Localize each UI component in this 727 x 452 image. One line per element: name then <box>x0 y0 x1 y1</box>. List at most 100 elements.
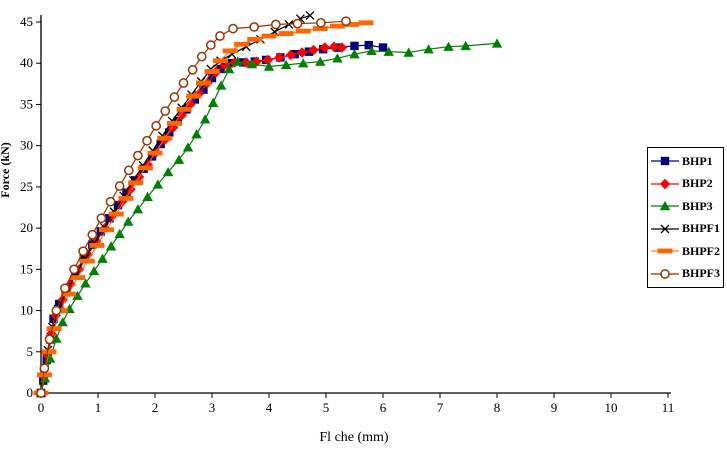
dash-marker <box>247 36 263 42</box>
square-marker <box>364 40 373 50</box>
x-axis-title: Fl che (mm) <box>319 430 389 445</box>
legend-item-BHP3: BHP3 <box>650 195 723 218</box>
dash-marker <box>222 48 238 54</box>
legend-label: BHPF3 <box>682 266 720 281</box>
dash-marker <box>261 33 277 39</box>
circle-open-marker <box>660 268 670 279</box>
dash-marker <box>213 58 229 64</box>
triangle-marker <box>263 61 275 71</box>
triangle-marker <box>366 45 377 56</box>
legend-swatch <box>651 201 679 211</box>
triangle-marker <box>80 278 91 288</box>
dash-marker <box>99 227 115 233</box>
y-tick-label: 30 <box>20 138 33 153</box>
triangle-marker <box>443 41 454 51</box>
legend-swatch <box>651 178 679 189</box>
triangle-marker <box>246 59 258 69</box>
legend-swatch <box>651 248 679 254</box>
legend-item-BHPF2: BHPF2 <box>650 240 723 263</box>
triangle-marker <box>423 44 434 54</box>
circle-open-marker <box>249 22 260 32</box>
square-marker <box>304 47 314 56</box>
dash-marker <box>69 275 85 280</box>
y-tick-label: 10 <box>20 303 33 318</box>
legend-item-BHPF1: BHPF1 <box>650 218 723 241</box>
dash-marker <box>118 196 134 201</box>
y-tick-label: 35 <box>20 96 33 111</box>
circle-open-marker <box>114 181 125 191</box>
triangle-marker <box>173 154 185 164</box>
dash-marker <box>186 93 202 99</box>
square-marker <box>199 85 208 94</box>
x-marker <box>305 10 315 20</box>
circle-open-marker <box>78 246 89 257</box>
dash-marker <box>137 165 153 171</box>
circle-open-marker <box>169 92 180 102</box>
dash-marker <box>295 28 311 34</box>
diamond-marker <box>176 109 187 121</box>
triangle-marker <box>491 38 503 48</box>
dash-marker <box>128 180 144 186</box>
series-line <box>40 20 346 394</box>
triangle-marker <box>215 80 227 90</box>
triangle-marker <box>223 63 235 74</box>
square-marker <box>147 152 157 161</box>
dash-marker <box>147 150 163 156</box>
diamond-marker <box>319 42 331 53</box>
circle-open-marker <box>151 121 161 131</box>
triangle-marker <box>232 56 243 66</box>
legend-swatch <box>651 224 679 234</box>
y-tick-label: 20 <box>20 220 33 235</box>
series-BHP3 <box>35 38 503 398</box>
circle-open-marker <box>215 31 225 41</box>
triangle-marker <box>132 204 144 214</box>
circle-open-marker <box>292 18 303 29</box>
x-tick-label: 3 <box>209 400 216 415</box>
y-tick-label: 40 <box>20 55 33 70</box>
circle-open-marker <box>44 334 55 345</box>
series-line <box>40 14 311 394</box>
x-tick-label: 8 <box>494 400 501 415</box>
dash-marker <box>157 135 173 141</box>
y-tick-label: 25 <box>20 179 33 194</box>
triangle-marker <box>72 290 83 300</box>
dash-marker <box>41 349 57 355</box>
legend-label: BHP3 <box>682 198 713 213</box>
dash-marker <box>108 211 124 217</box>
diamond-marker <box>328 41 340 52</box>
triangle-marker <box>298 58 309 68</box>
dash-marker <box>234 41 250 47</box>
x-tick-label: 5 <box>323 400 330 415</box>
circle-open-marker <box>270 19 281 30</box>
dash-marker <box>46 326 62 332</box>
triangle-marker <box>383 46 394 56</box>
triangle-marker <box>349 49 360 59</box>
x-tick-label: 7 <box>437 400 444 415</box>
triangle-marker <box>460 40 471 51</box>
y-tick-label: 45 <box>20 14 33 29</box>
dash-marker <box>204 69 220 74</box>
circle-open-marker <box>123 165 134 176</box>
triangle-marker <box>403 47 414 57</box>
dash-marker <box>312 26 328 31</box>
triangle-marker <box>105 241 117 251</box>
series-BHPF2 <box>33 20 374 396</box>
circle-open-marker <box>196 51 207 62</box>
x-marker <box>660 224 670 234</box>
legend-label: BHP1 <box>682 153 713 168</box>
x-tick-label: 2 <box>152 400 159 415</box>
dash-marker <box>166 121 182 126</box>
triangle-marker <box>123 216 134 226</box>
triangle-marker <box>199 114 211 124</box>
legend-swatch <box>651 268 679 279</box>
dash-marker <box>358 20 374 26</box>
legend-item-BHP1: BHP1 <box>650 150 723 173</box>
triangle-marker <box>152 179 164 189</box>
square-marker <box>350 41 359 51</box>
y-axis-title: Force (kN) <box>0 142 12 197</box>
dash-marker <box>60 291 76 297</box>
x-tick-label: 6 <box>380 400 387 415</box>
triangle-marker <box>207 97 219 107</box>
